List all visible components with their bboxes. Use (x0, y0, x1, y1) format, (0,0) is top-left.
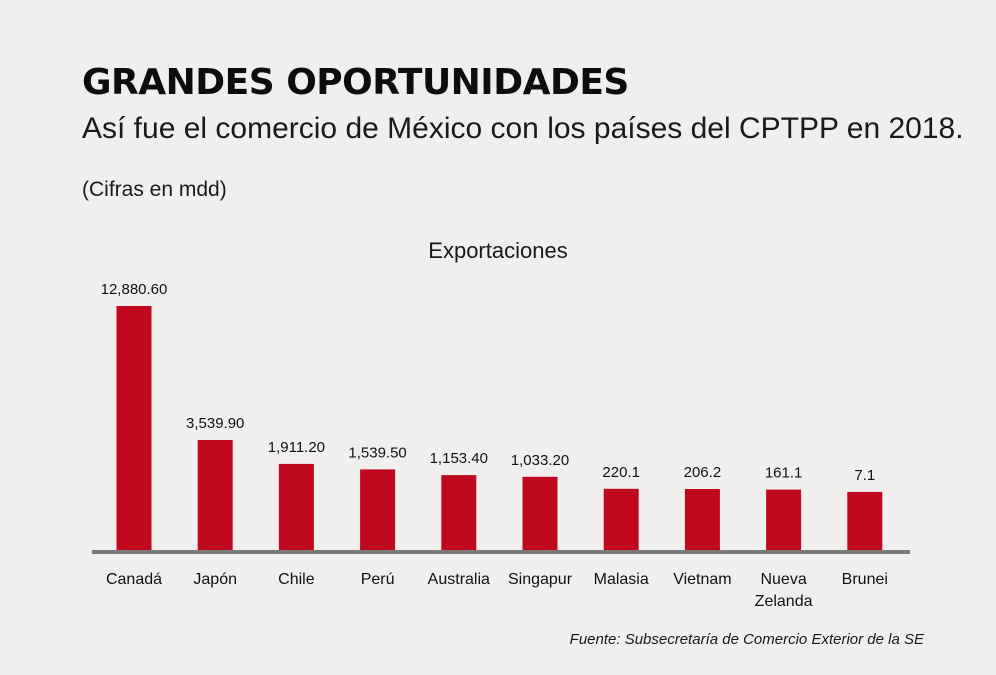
value-label-2: 1,911.20 (268, 439, 325, 456)
chart-subtitle: Así fue el comercio de México con los pa… (82, 112, 964, 145)
series-title: Exportaciones (428, 238, 568, 263)
value-label-3: 1,539.50 (348, 444, 406, 461)
category-label-6: Malasia (594, 571, 649, 588)
bar-4 (441, 475, 477, 550)
category-label-1: Japón (193, 571, 237, 588)
value-labels-group: 12,880.60 3,539.90 1,911.20 1,539.50 1,153.4… (101, 281, 876, 484)
category-label-8-line-1: Zelanda (755, 593, 813, 610)
value-label-8: 161.1 (765, 465, 803, 482)
bar-7 (684, 489, 720, 550)
bar-0 (116, 306, 152, 550)
bars-group (116, 306, 883, 550)
source-note: Fuente: Subsecretaría de Comercio Exteri… (569, 631, 924, 648)
category-label-8-line-0: Nueva (760, 571, 806, 588)
category-labels-group: Canadá Japón Chile Perú Australia Singapur Mal… (106, 571, 888, 610)
category-label-4: Australia (428, 571, 490, 588)
value-label-9: 7.1 (854, 467, 875, 484)
bar-1 (197, 440, 233, 550)
category-label-2: Chile (278, 571, 315, 588)
value-label-1: 3,539.90 (186, 415, 244, 432)
value-label-5: 1,033.20 (511, 452, 569, 469)
category-label-0: Canadá (106, 571, 162, 588)
bar-8 (766, 489, 802, 550)
bar-9 (847, 491, 883, 550)
category-label-9: Brunei (842, 571, 888, 588)
value-label-7: 206.2 (684, 464, 722, 481)
value-label-0: 12,880.60 (101, 281, 168, 298)
category-label-5: Singapur (508, 571, 573, 588)
category-label-7: Vietnam (673, 571, 731, 588)
value-label-6: 220.1 (602, 464, 640, 481)
bar-6 (603, 488, 639, 550)
chart-title: GRANDES OPORTUNIDADES (82, 62, 629, 103)
bar-3 (360, 469, 396, 550)
bar-5 (522, 476, 558, 550)
bar-2 (278, 463, 314, 550)
units-note: (Cifras en mdd) (82, 178, 227, 201)
value-label-4: 1,153.40 (430, 450, 488, 467)
category-label-3: Perú (361, 571, 395, 588)
